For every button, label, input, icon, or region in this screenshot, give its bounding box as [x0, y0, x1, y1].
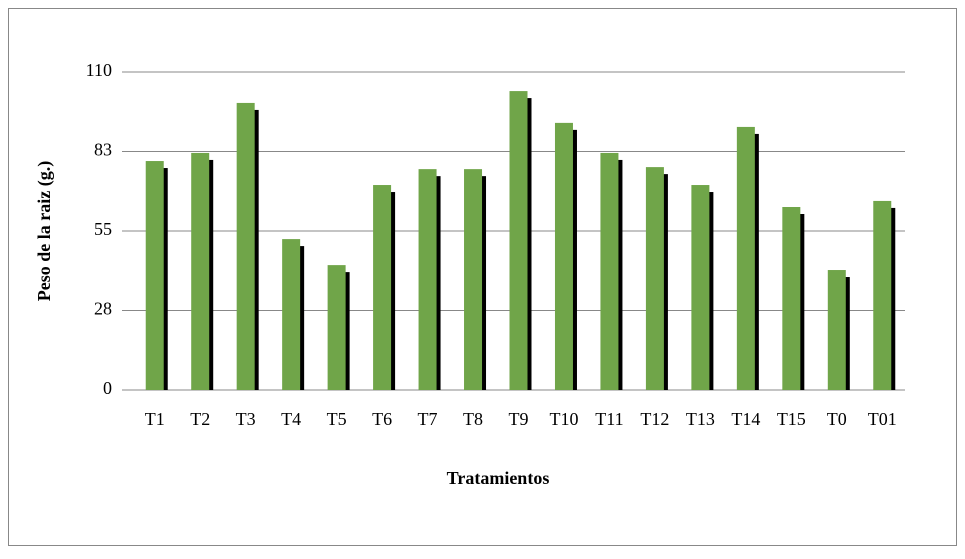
bar: [373, 185, 396, 390]
bar: [782, 207, 805, 390]
x-tick-label: T4: [281, 409, 301, 429]
bar: [554, 122, 577, 390]
bar-face: [645, 167, 664, 390]
bar: [145, 161, 168, 390]
y-axis-title: Peso de la raiz (g.): [34, 161, 55, 301]
y-tick-label: 110: [86, 60, 112, 80]
bar-face: [236, 102, 255, 390]
bar-face: [782, 207, 801, 390]
y-tick-label: 55: [94, 219, 112, 239]
bar-face: [600, 152, 619, 390]
bar: [827, 270, 850, 390]
x-tick-label: T2: [190, 409, 210, 429]
bar-face: [691, 185, 710, 390]
x-tick-label: T5: [327, 409, 347, 429]
x-tick-label: T8: [463, 409, 483, 429]
bar: [600, 152, 623, 390]
bar-face: [554, 122, 573, 390]
bar: [282, 239, 305, 390]
x-tick-label: T01: [868, 409, 897, 429]
bar: [645, 167, 668, 390]
x-tick-label: T15: [777, 409, 806, 429]
bar-face: [373, 185, 392, 390]
x-tick-label: T13: [686, 409, 715, 429]
x-tick-label: T1: [145, 409, 165, 429]
bar-face: [282, 239, 301, 390]
bar-face: [191, 152, 210, 390]
bar-face: [464, 169, 483, 390]
bar: [873, 200, 896, 390]
bar-face: [827, 270, 846, 390]
y-tick-label: 28: [94, 299, 112, 319]
bar: [418, 169, 441, 390]
y-tick-label: 0: [103, 378, 112, 398]
bar: [464, 169, 487, 390]
x-tick-label: T7: [418, 409, 438, 429]
bar-face: [418, 169, 437, 390]
bar: [327, 265, 350, 390]
x-tick-label: T0: [827, 409, 847, 429]
x-tick-label: T12: [640, 409, 669, 429]
bar: [691, 185, 714, 390]
bar-face: [327, 265, 346, 390]
bar: [736, 126, 759, 390]
x-tick-label: T3: [236, 409, 256, 429]
x-axis-title: Tratamientos: [447, 468, 550, 488]
x-tick-label: T9: [509, 409, 529, 429]
bar-face: [145, 161, 164, 390]
x-tick-label: T14: [731, 409, 760, 429]
bar-face: [736, 126, 755, 390]
bar: [236, 102, 259, 390]
x-tick-label: T6: [372, 409, 392, 429]
bar-face: [873, 200, 892, 390]
bar: [509, 91, 532, 390]
x-tick-label: T11: [595, 409, 623, 429]
x-tick-label: T10: [549, 409, 578, 429]
bar: [191, 152, 214, 390]
y-tick-label: 83: [94, 140, 112, 160]
bar-face: [509, 91, 528, 390]
